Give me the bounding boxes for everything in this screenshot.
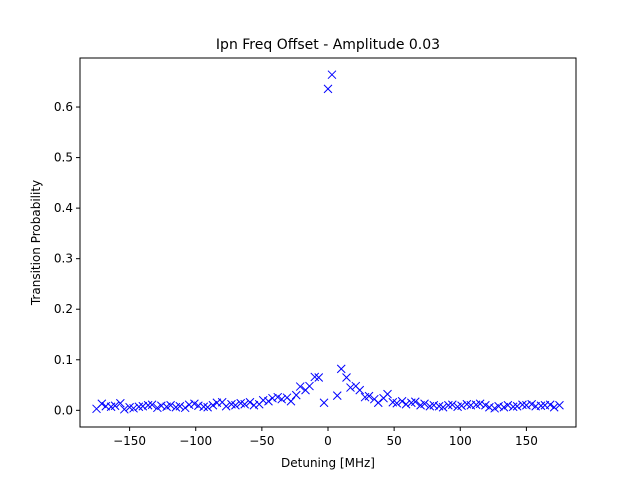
data-point-marker (447, 400, 457, 410)
x-axis-label: Detuning [MHz] (281, 456, 375, 470)
chart-title: Ipn Freq Offset - Amplitude 0.03 (216, 37, 440, 53)
y-axis: 0.0 0.1 0.2 0.3 0.4 0.5 0.6 (54, 100, 80, 417)
data-point-marker (327, 70, 337, 80)
data-point-marker (97, 399, 107, 409)
data-point-marker (336, 364, 346, 374)
data-point-marker (264, 396, 273, 406)
data-point-marker (397, 396, 407, 406)
data-point-marker (129, 403, 138, 413)
data-point-marker (199, 402, 209, 412)
data-point-marker (457, 401, 466, 411)
data-point-marker (438, 402, 448, 412)
data-point-marker (522, 400, 531, 410)
data-point-marker (221, 401, 231, 411)
data-point-marker (508, 402, 518, 412)
data-point-marker (180, 403, 190, 413)
data-point-marker (373, 398, 383, 408)
y-tick-label: 0.0 (54, 403, 73, 417)
y-axis-label: Transition Probability (29, 180, 43, 306)
data-point-marker (485, 402, 494, 412)
data-point-marker (392, 398, 402, 408)
y-tick-label: 0.3 (54, 252, 73, 266)
data-point-marker (444, 400, 453, 410)
data-point-marker (258, 395, 268, 405)
data-point-marker (175, 401, 185, 411)
data-point-marker (277, 394, 287, 404)
data-point-marker (314, 373, 324, 382)
data-point-marker (555, 400, 564, 410)
data-point-marker (115, 398, 125, 408)
data-point-marker (536, 401, 546, 411)
data-point-marker (494, 401, 503, 411)
data-point-marker (208, 400, 218, 410)
data-point-marker (549, 402, 559, 412)
data-point-marker (518, 400, 527, 410)
data-point-marker (503, 400, 513, 410)
x-tick-label: 100 (449, 434, 472, 448)
data-point-marker (184, 400, 194, 410)
x-tick-label: −100 (179, 434, 212, 448)
data-point-marker (383, 389, 392, 399)
y-tick-label: 0.6 (54, 100, 73, 114)
data-point-marker (410, 397, 420, 407)
data-point-marker (346, 383, 355, 392)
data-point-marker (268, 393, 277, 403)
data-point-marker (401, 399, 411, 409)
data-point-marker (134, 402, 144, 412)
data-point-marker (295, 382, 305, 391)
data-point-marker (286, 396, 296, 406)
data-point-marker (240, 399, 250, 409)
data-point-marker (143, 400, 153, 410)
data-point-marker (420, 399, 429, 409)
x-tick-label: −50 (249, 434, 274, 448)
x-tick-label: 150 (515, 434, 538, 448)
data-point-marker (545, 400, 555, 410)
data-point-marker (332, 391, 342, 401)
x-axis: −150 −100 −50 0 50 100 150 (113, 427, 538, 448)
data-point-marker (305, 381, 314, 391)
data-point-marker (110, 401, 120, 411)
data-point-marker (355, 385, 365, 395)
data-point-marker (319, 398, 329, 408)
data-point-marker (147, 400, 157, 410)
x-tick-label: 0 (324, 434, 332, 448)
y-tick-label: 0.4 (54, 201, 73, 215)
data-point-marker (310, 372, 320, 382)
data-point-marker (512, 401, 522, 411)
plot-area (79, 57, 577, 428)
y-tick-label: 0.5 (54, 151, 73, 165)
data-point-marker (429, 400, 439, 410)
data-point-marker (194, 401, 203, 411)
x-tick-label: −150 (113, 434, 146, 448)
data-point-marker (291, 390, 301, 400)
data-point-marker (323, 84, 333, 94)
data-point-marker (138, 401, 148, 411)
data-point-marker (475, 399, 485, 409)
x-tick-label: 50 (386, 434, 401, 448)
data-point-marker (231, 400, 240, 410)
data-point-marker (119, 404, 129, 414)
data-point-marker (249, 400, 259, 410)
data-point-marker (245, 397, 255, 407)
data-point-marker (364, 391, 374, 401)
data-point-marker (166, 400, 175, 410)
data-markers (92, 70, 564, 414)
y-tick-label: 0.1 (54, 353, 73, 367)
data-point-marker (203, 402, 212, 412)
data-point-marker (342, 373, 351, 382)
data-point-marker (156, 401, 166, 411)
y-tick-label: 0.2 (54, 302, 73, 316)
